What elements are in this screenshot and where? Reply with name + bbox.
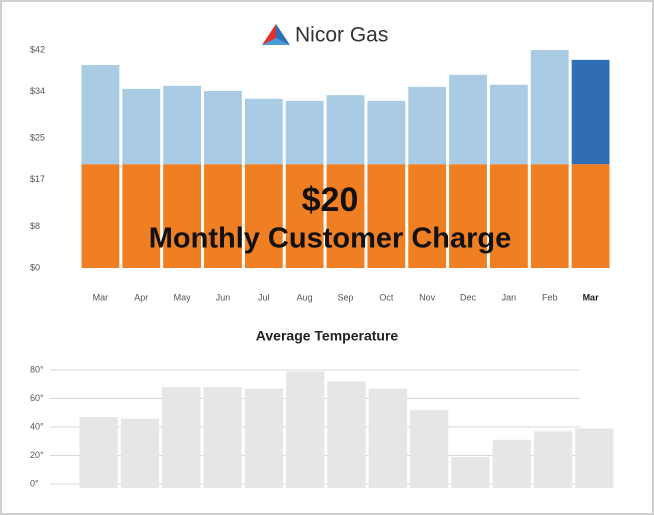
bar [244, 388, 284, 488]
bar [327, 381, 366, 488]
bar [492, 439, 531, 488]
x-tick-label: Apr [134, 292, 148, 302]
y-tick-label: 0° [30, 478, 39, 488]
bar-segment [163, 164, 202, 268]
y-tick-label: $0 [30, 262, 40, 272]
bar-segment [163, 85, 202, 165]
x-tick-label: Aug [297, 292, 313, 302]
logo-icon [262, 24, 290, 45]
y-tick-label: $42 [30, 44, 45, 54]
bar-segment [326, 164, 365, 268]
bar [409, 409, 449, 488]
bar [162, 387, 201, 488]
bar [533, 431, 573, 488]
x-tick-label: Feb [542, 292, 558, 302]
x-tick-label: Mar [583, 292, 600, 302]
x-tick-label: Jul [258, 292, 270, 302]
annotation: Monthly Customer Charge [149, 223, 512, 255]
bar-segment [244, 164, 283, 268]
y-tick-label: $8 [30, 221, 40, 231]
bar-segment [244, 98, 283, 165]
bar-segment [81, 65, 120, 165]
bar-segment [285, 164, 324, 268]
bar [286, 371, 325, 488]
bar-segment [571, 59, 610, 165]
bar-segment [530, 164, 569, 268]
bar-segment [122, 88, 161, 165]
bar-segment [449, 164, 487, 268]
bar-segment [449, 74, 487, 165]
chart-title: Nicor Gas [295, 24, 388, 47]
bar-segment [204, 164, 242, 268]
bar [79, 417, 118, 488]
bar [451, 456, 490, 488]
bar-segment [489, 84, 528, 165]
bar-segment [408, 86, 447, 165]
x-tick-label: Nov [419, 292, 436, 302]
x-tick-label: Mar [93, 292, 109, 302]
bar [203, 387, 242, 488]
bar-segment [489, 164, 528, 268]
bar-segment [204, 91, 242, 165]
bar-segment [285, 100, 324, 165]
annotation: $20 [302, 181, 359, 219]
y-tick-label: 60° [30, 393, 44, 403]
bar-segment [81, 164, 120, 268]
bar-segment [367, 100, 406, 165]
bar [575, 428, 614, 488]
y-tick-label: 40° [30, 421, 44, 431]
bar-segment [122, 164, 161, 268]
bar-segment [326, 95, 365, 165]
y-tick-label: 80° [30, 364, 44, 374]
x-tick-label: Oct [379, 292, 394, 302]
x-tick-label: Jan [502, 292, 517, 302]
x-tick-label: Sep [337, 292, 353, 302]
bar [368, 388, 407, 488]
x-tick-label: May [174, 292, 192, 302]
y-tick-label: $34 [30, 86, 45, 96]
bar-segment [367, 164, 406, 268]
x-tick-label: Dec [460, 292, 477, 302]
y-tick-label: 20° [30, 450, 44, 460]
bar-segment [530, 50, 569, 165]
chart-title: Average Temperature [256, 328, 399, 344]
bar [120, 418, 160, 488]
y-tick-label: $25 [30, 133, 45, 143]
bar-segment [571, 164, 610, 268]
y-tick-label: $17 [30, 174, 45, 184]
bar-segment [408, 164, 447, 268]
x-tick-label: Jun [216, 292, 231, 302]
